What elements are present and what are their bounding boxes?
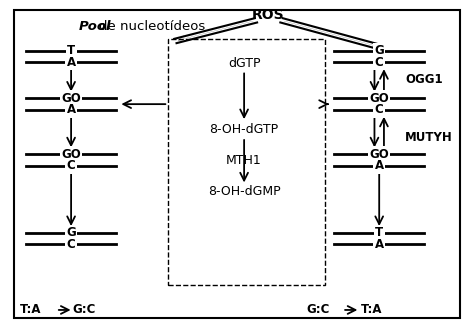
Text: T:A: T:A <box>360 303 382 317</box>
Text: 8-OH-dGTP: 8-OH-dGTP <box>210 123 279 136</box>
Text: GO: GO <box>369 148 389 161</box>
Text: ROS: ROS <box>252 8 284 22</box>
Text: A: A <box>374 159 384 172</box>
Text: Pool: Pool <box>79 20 111 33</box>
Text: 8-OH-dGMP: 8-OH-dGMP <box>208 185 281 198</box>
Text: G: G <box>66 226 76 239</box>
Text: A: A <box>66 103 76 116</box>
Text: T: T <box>375 226 383 239</box>
Text: C: C <box>375 56 383 69</box>
Text: MTH1: MTH1 <box>226 154 262 167</box>
Text: A: A <box>66 56 76 69</box>
Bar <box>168 39 325 285</box>
Text: G: G <box>374 44 384 57</box>
Text: C: C <box>67 159 75 172</box>
Text: GO: GO <box>61 148 81 161</box>
Text: de nucleotídeos: de nucleotídeos <box>99 20 205 33</box>
Text: MUTYH: MUTYH <box>405 131 453 144</box>
Text: C: C <box>67 238 75 251</box>
Text: GO: GO <box>61 92 81 105</box>
Text: A: A <box>374 238 384 251</box>
Text: T: T <box>67 44 75 57</box>
Text: GO: GO <box>369 92 389 105</box>
Text: C: C <box>375 103 383 116</box>
Text: OGG1: OGG1 <box>405 73 443 86</box>
Text: G:C: G:C <box>73 303 96 317</box>
Text: G:C: G:C <box>306 303 329 317</box>
Text: T:A: T:A <box>20 303 42 317</box>
Text: dGTP: dGTP <box>228 57 260 71</box>
